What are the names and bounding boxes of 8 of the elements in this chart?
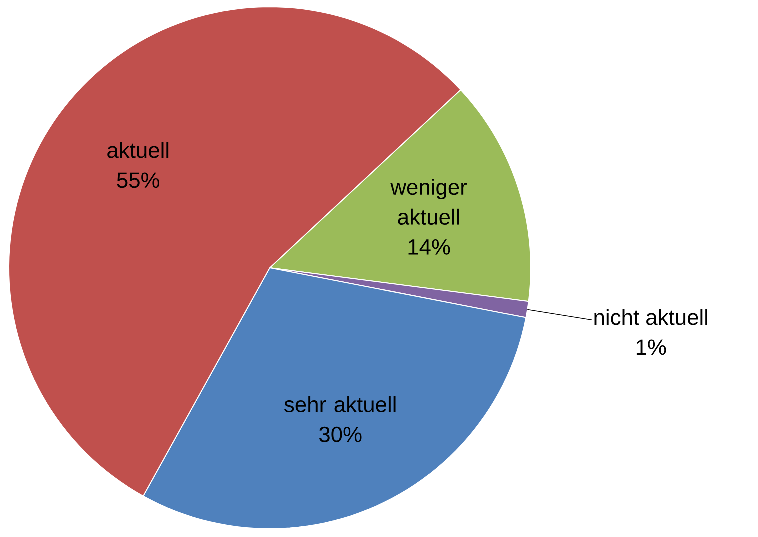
slice-label: nicht aktuell [594, 309, 708, 326]
data-label: 1% [636, 340, 666, 356]
slice-label: aktuell [108, 142, 169, 158]
data-label: 14% [408, 239, 450, 255]
data-label: 30% [319, 426, 362, 442]
slice-label: sehr aktuell [284, 396, 396, 412]
data-label: 55% [117, 172, 160, 188]
slice-label: weniger aktuell [390, 179, 468, 226]
